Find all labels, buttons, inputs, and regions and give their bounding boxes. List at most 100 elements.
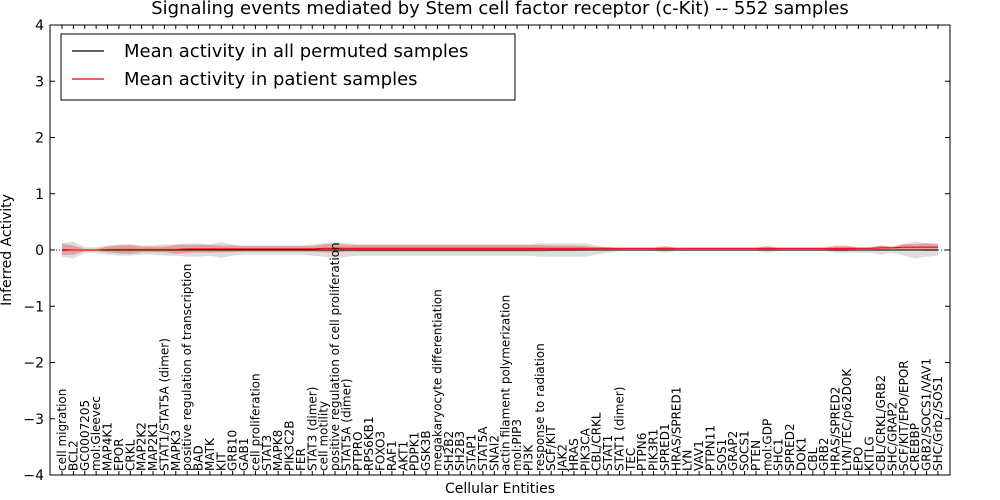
legend-label-patient: Mean activity in patient samples [124,69,418,90]
x-tick-label: RPS6KB1 [362,416,376,471]
x-tick-label: SOS1 [715,439,729,471]
x-tick-label: STAT1 [601,435,615,471]
x-tick-label: SNAI2 [487,435,501,471]
x-tick-label: mol:PIP3 [510,419,524,471]
x-tick-label: RAF1 [385,440,399,471]
x-tick-label: LYN/TEC/p62DOK [840,368,854,471]
x-tick-label: GRAP2 [726,431,740,471]
x-tick-label: PDPK1 [408,432,422,471]
x-tick-label: MAPK3 [169,430,183,471]
x-tick-label: cell migration [55,389,69,471]
x-tick-label: MAPK8 [271,430,285,471]
x-tick-label: CRKL [123,439,137,471]
x-tick-label: LYN [681,450,695,471]
plot-area [50,241,950,259]
x-tick-label: CBL/CRKL/GRB2 [874,375,888,471]
x-tick-label: GRB2/SOCS1/VAV1 [920,358,934,471]
y-tick-label: 1 [35,187,44,203]
x-tick-label: KITLG [863,436,877,471]
x-tick-label: mol:GDP [760,419,774,471]
x-tick-label: BCL2 [66,440,80,471]
x-tick-label: FER [294,448,308,471]
x-tick-label: SPRED2 [783,423,797,471]
y-tick-label: −4 [23,468,44,484]
series-line-patient [61,246,938,251]
x-tick-label: AKT1 [396,441,410,471]
x-tick-label: STAT1/STAT5A (dimer) [157,338,171,471]
x-tick-label: MAP4K1 [101,422,115,471]
x-tick-label: PIK3R1 [647,429,661,471]
x-tick-label: HRAS/SPRED2 [829,387,843,471]
x-tick-label: HRAS/SPRED1 [669,387,683,471]
x-tick-label: positive regulation of cell proliferatio… [328,242,342,471]
y-axis-label: Inferred Activity [0,194,15,306]
band-patient [62,243,938,256]
y-tick-label: 0 [35,243,44,259]
y-tick-label: 3 [35,74,44,90]
legend-label-permuted: Mean activity in all permuted samples [124,41,468,62]
x-tick-label: GRB10 [226,430,240,471]
x-tick-label: GRB2 [817,437,831,471]
x-tick-label: PTEN [749,440,763,471]
x-tick-label: SH2B3 [453,431,467,471]
x-tick-label: MAP2K2 [135,422,149,471]
x-tick-label: MATK [203,437,217,471]
x-tick-label: DOK1 [794,437,808,471]
x-tick-label: CBL [806,447,820,471]
x-tick-label: EPO [851,447,865,471]
x-tick-label: STAT5A [476,426,490,471]
x-tick-label: cell motility [317,401,331,471]
x-tick-label: actin filament polymerization [499,295,513,471]
y-tick-label: −1 [23,299,44,315]
x-tick-label: PTPRO [351,431,365,471]
x-tick-label: EPOR [112,438,126,471]
x-tick-label: megakaryocyte differentiation [430,289,444,471]
x-tick-label: SCF/KIT/EPO/EPOR [897,360,911,471]
y-axis: 4 3 2 1 0 −1 −2 −3 −4 [23,18,950,484]
x-tick-label: GSK3B [419,430,433,471]
x-tick-label: PI3K [521,444,535,471]
x-tick-label: PTPN6 [635,433,649,471]
x-tick-label: GC0007205 [78,400,92,471]
x-tick-label: mol:Gleevec [89,396,103,471]
x-tick-label: SOCS1 [738,430,752,471]
x-tick-label: CBL/CRKL [590,412,604,471]
x-tick-label: JAK2 [556,444,570,472]
x-tick-label: SH2B2 [442,431,456,471]
x-tick-label: cell proliferation [248,373,262,471]
legend-box [60,33,516,101]
x-tick-label: SHC1 [772,438,786,471]
x-tick-label: SPRED1 [658,423,672,471]
x-axis-label: Cellular Entities [445,481,555,497]
x-tick-label: response to radiation [533,343,547,471]
x-tick-label: GAB1 [237,438,251,471]
x-tick-label: STAP1 [465,434,479,471]
x-tick-label: PTPN11 [703,425,717,471]
y-tick-label: −3 [23,412,44,428]
x-tick-label: PIK3CA [578,427,592,471]
x-tick-label: STAT3 [260,435,274,471]
x-tick-label: STAT3 (dimer) [305,387,319,471]
x-tick-label: TEC [624,448,638,472]
x-tick-label: KIT [214,452,228,471]
x-tick-label: positive regulation of transcription [180,264,194,471]
x-tick-label: SHC/GRAP2 [885,402,899,471]
x-tick-label: STAT5A (dimer) [339,378,353,471]
x-tick-label: SCF/KIT [544,425,558,471]
x-tick-label: SHC/Grb2/SOS1 [931,376,945,471]
x-tick-label: FOXO3 [374,431,388,471]
y-tick-label: −2 [23,356,44,372]
y-tick-label: 4 [35,18,44,34]
legend: Mean activity in all permuted samples Me… [60,33,516,101]
x-axis: cell migrationBCL2GC0007205mol:GleevecMA… [55,25,945,475]
y-tick-label: 2 [35,131,44,147]
x-tick-label: STAT1 (dimer) [612,387,626,471]
chart-title: Signaling events mediated by Stem cell f… [151,0,849,19]
x-tick-label: PIK3C2B [283,420,297,471]
x-tick-label: VAV1 [692,440,706,471]
x-tick-label: HRAS [567,438,581,471]
x-tick-label: CREBBP [908,423,922,471]
x-tick-label: BAD [192,445,206,471]
x-tick-label: MAP2K1 [146,422,160,471]
